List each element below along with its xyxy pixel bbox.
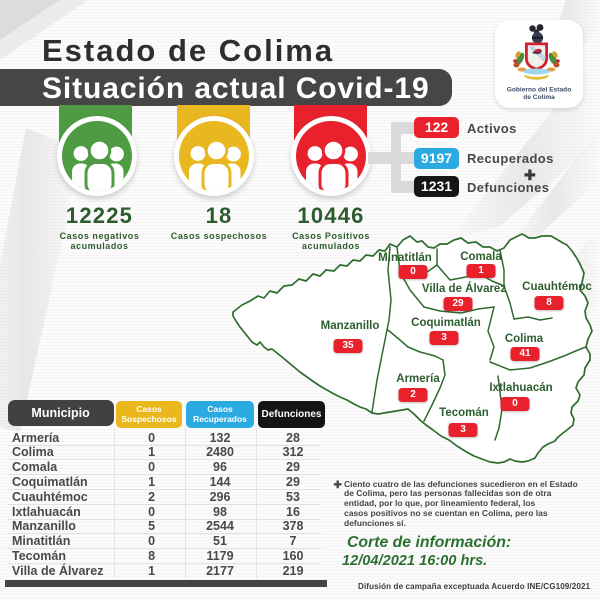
svg-text:de Colima: de Colima [523,94,555,101]
svg-text:Gobierno del Estado: Gobierno del Estado [507,87,571,94]
